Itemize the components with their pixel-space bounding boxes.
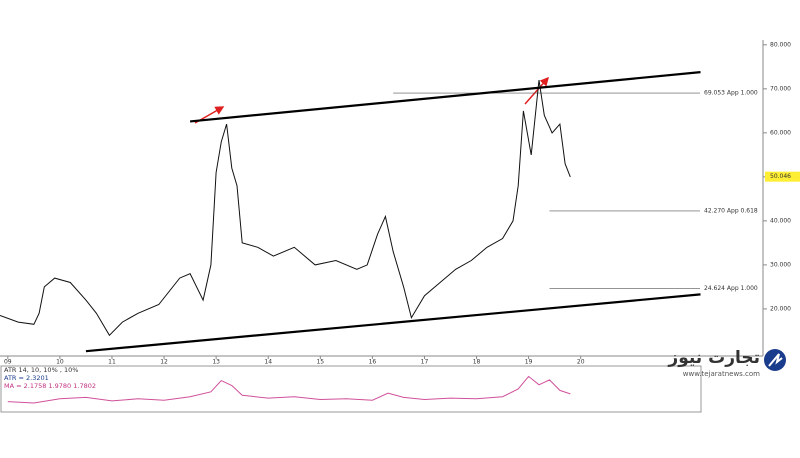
indicator-legend: ATR = 2.3201	[4, 374, 49, 382]
y-tick-label: 70.000	[770, 85, 791, 92]
x-tick-label: 11	[108, 359, 116, 366]
y-tick-label: 20.000	[770, 305, 791, 312]
x-tick-label: 09	[4, 359, 12, 366]
logo-text: تجارت نیوز	[667, 348, 760, 368]
x-tick-label: 17	[421, 359, 429, 366]
x-tick-label: 14	[264, 359, 272, 366]
y-tick-label: 40.000	[770, 217, 791, 224]
last-price-label: 50.046	[770, 173, 791, 180]
y-tick-label: 80.000	[770, 41, 791, 48]
x-tick-label: 12	[160, 359, 168, 366]
last-price-box	[765, 171, 800, 182]
x-tick-label: 10	[56, 359, 64, 366]
x-tick-label: 15	[316, 359, 324, 366]
trend-line	[85, 293, 701, 353]
y-tick-label: 30.000	[770, 261, 791, 268]
trend-line	[189, 71, 701, 123]
price-line	[7, 375, 571, 404]
watermark: تجارت نیوز www.tejaratnews.com	[667, 348, 786, 378]
x-tick-label: 19	[525, 359, 533, 366]
x-tick-label: 13	[212, 359, 220, 366]
logo-mark	[768, 353, 783, 367]
x-tick-label: 20	[577, 359, 585, 366]
indicator-frame	[0, 365, 702, 413]
arrow	[524, 76, 549, 105]
fib-label: 24.624 App 1.000	[704, 285, 758, 292]
fib-label: 69.053 App 1.000	[704, 90, 758, 97]
fib-label: 42.270 App 0.618	[704, 207, 758, 214]
x-tick-label: 16	[369, 359, 377, 366]
x-tick-label: 18	[473, 359, 481, 366]
y-tick-label: 60.000	[770, 129, 791, 136]
logo-url: www.tejaratnews.com	[683, 370, 760, 378]
price-line	[0, 80, 571, 337]
indicator-legend: ATR 14, 10, 10% , 10%	[4, 366, 78, 374]
indicator-legend: MA = 2.1758 1.9780 1.7802	[4, 382, 96, 390]
